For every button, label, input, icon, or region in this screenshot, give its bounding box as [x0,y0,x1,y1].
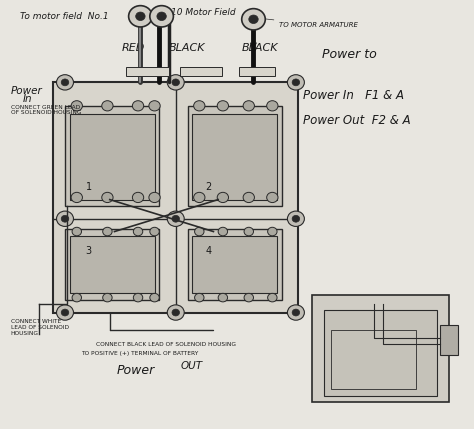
Text: F2  F2  F2: F2 F2 F2 [183,68,218,74]
Circle shape [149,192,160,202]
Circle shape [103,227,112,236]
Bar [180,66,222,76]
Circle shape [267,192,278,202]
Bar [192,236,277,293]
Circle shape [102,101,113,111]
Text: Power: Power [117,363,155,377]
Circle shape [195,293,204,302]
Circle shape [268,293,277,302]
Circle shape [217,192,228,202]
Text: In: In [23,94,32,104]
Circle shape [167,211,184,227]
Circle shape [194,192,205,202]
Circle shape [287,211,304,227]
Bar [188,230,282,300]
Circle shape [103,293,112,302]
Text: A    A    A: A A A [241,68,273,74]
Circle shape [71,101,82,111]
Circle shape [102,192,113,202]
Text: OUT: OUT [181,361,202,371]
Text: 4: 4 [206,246,212,256]
Circle shape [61,79,69,86]
Text: RED: RED [121,43,145,53]
Text: Power: Power [11,86,43,96]
Text: BLACK: BLACK [169,43,205,53]
Circle shape [133,227,143,236]
Circle shape [243,192,255,202]
Circle shape [61,215,69,222]
Bar [53,82,298,313]
Circle shape [292,309,300,316]
Circle shape [292,79,300,86]
Circle shape [172,79,180,86]
Text: TO MOTOR ARMATURE: TO MOTOR ARMATURE [257,17,358,28]
Text: 3: 3 [85,246,91,256]
Bar [312,296,449,402]
Text: Power to: Power to [322,48,376,61]
Bar [126,66,169,76]
Text: BLACK: BLACK [242,43,278,53]
Bar [65,106,159,206]
Circle shape [72,227,82,236]
Circle shape [195,227,204,236]
Bar [239,66,275,76]
Circle shape [132,192,144,202]
Circle shape [167,305,184,320]
Text: CONNECT BLACK LEAD OF SOLENOID HOUSING: CONNECT BLACK LEAD OF SOLENOID HOUSING [96,342,236,347]
Circle shape [242,9,265,30]
Circle shape [249,15,258,24]
Circle shape [244,227,254,236]
Text: CONNECT WHITE
LEAD OF SOLENOID
HOUSING: CONNECT WHITE LEAD OF SOLENOID HOUSING [11,319,69,336]
Circle shape [167,75,184,90]
Circle shape [194,101,205,111]
Circle shape [172,215,180,222]
Circle shape [56,305,73,320]
Circle shape [218,293,228,302]
Circle shape [157,12,166,21]
Bar [65,230,159,300]
Circle shape [150,6,173,27]
Circle shape [61,309,69,316]
Bar [70,115,155,199]
Circle shape [71,192,82,202]
Circle shape [267,101,278,111]
Circle shape [243,101,255,111]
Text: To motor field  No.1: To motor field No.1 [20,12,109,21]
Bar [70,236,155,293]
Circle shape [218,227,228,236]
Circle shape [56,211,73,227]
Circle shape [217,101,228,111]
Text: Power In   F1 & A: Power In F1 & A [303,89,404,102]
Circle shape [268,227,277,236]
Circle shape [149,101,160,111]
Bar [439,325,458,355]
Bar [334,334,411,387]
Circle shape [150,227,159,236]
Bar [188,106,282,206]
Bar [192,115,277,199]
Text: Power Out  F2 & A: Power Out F2 & A [303,114,410,127]
Circle shape [72,293,82,302]
Circle shape [128,6,152,27]
Circle shape [133,293,143,302]
Circle shape [132,101,144,111]
Circle shape [292,215,300,222]
Text: 1: 1 [85,182,91,192]
Text: 2: 2 [206,182,212,192]
Circle shape [150,293,159,302]
Circle shape [136,12,145,21]
Bar [331,329,416,389]
Text: 10 Motor Field  ....: 10 Motor Field .... [171,8,253,17]
Bar [324,311,438,396]
Circle shape [244,293,254,302]
Text: F1  F1  F1: F1 F1 F1 [130,68,165,74]
Text: CONNECT GREEN LEAD
OF SOLENOID HOUSING: CONNECT GREEN LEAD OF SOLENOID HOUSING [11,105,82,115]
Circle shape [287,305,304,320]
Circle shape [287,75,304,90]
Circle shape [56,75,73,90]
Circle shape [172,309,180,316]
Text: TO POSITIVE (+) TERMINAL OF BATTERY: TO POSITIVE (+) TERMINAL OF BATTERY [82,350,199,356]
